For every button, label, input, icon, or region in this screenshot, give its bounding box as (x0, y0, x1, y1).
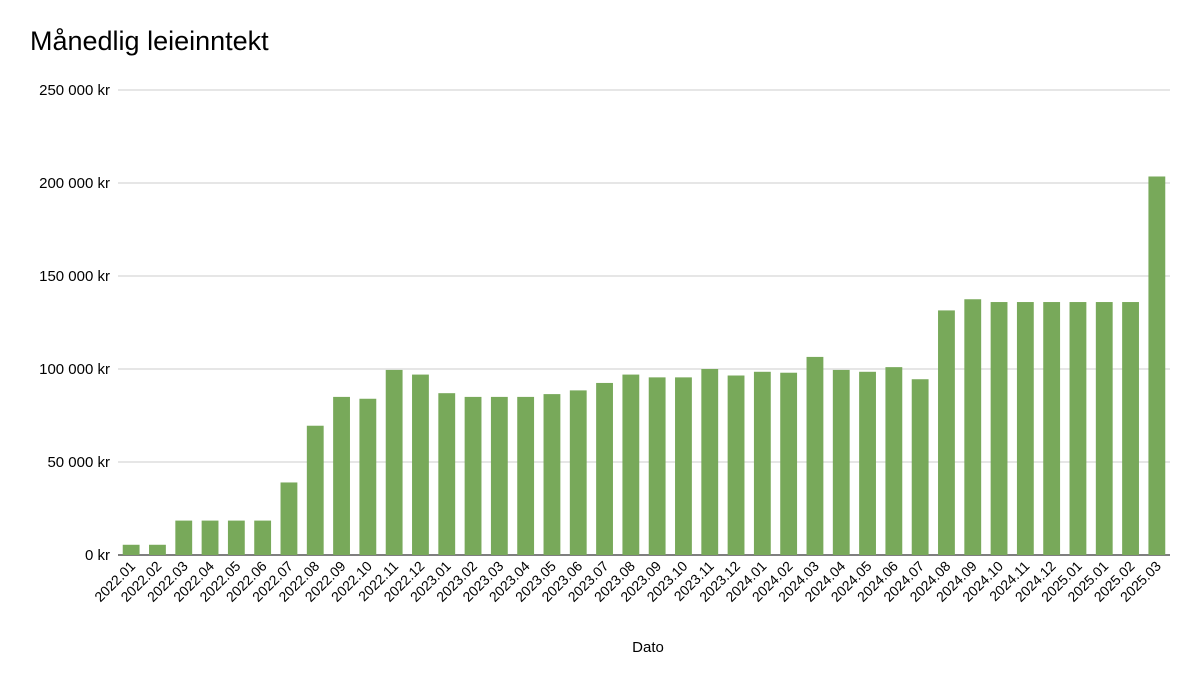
y-tick-label: 150 000 kr (39, 268, 110, 285)
bar (517, 396, 535, 555)
bar (122, 544, 140, 555)
bar (675, 377, 692, 555)
bar (412, 374, 429, 555)
bar (490, 396, 508, 555)
x-axis-label: Dato (632, 639, 664, 656)
bar (832, 369, 850, 555)
bar (859, 371, 876, 555)
bar (701, 369, 719, 555)
gridlines (118, 89, 1170, 556)
bar (254, 520, 272, 555)
bar (990, 302, 1008, 555)
bar (806, 356, 824, 555)
bar (964, 299, 982, 555)
bar (438, 393, 456, 555)
y-tick-label: 250 000 kr (39, 82, 110, 99)
bar (596, 382, 613, 555)
bar (938, 310, 955, 555)
bar (359, 398, 377, 555)
bars (122, 176, 1166, 556)
chart-title: Månedlig leieinntekt (30, 26, 269, 56)
bar (385, 369, 403, 555)
bar (911, 379, 929, 555)
bar (201, 520, 219, 555)
bar (227, 520, 245, 555)
bar (149, 544, 166, 555)
bar (280, 482, 298, 555)
y-tick-label: 100 000 kr (39, 361, 110, 378)
bar (885, 367, 903, 555)
bar (543, 394, 561, 555)
bar (648, 377, 666, 555)
bar (1016, 302, 1034, 555)
bar (1148, 176, 1166, 556)
bar (464, 396, 482, 555)
y-tick-label: 50 000 kr (47, 454, 110, 471)
bar (569, 390, 587, 555)
bar (1122, 302, 1139, 555)
bar (1043, 302, 1061, 555)
bar (727, 375, 745, 555)
bar (306, 425, 324, 555)
y-axis-ticks: 0 kr 50 000 kr 100 000 kr 150 000 kr 200 000… (39, 82, 110, 564)
x-axis-ticks: 2022.012022.022022.032022.042022.052022.… (91, 558, 1164, 605)
y-tick-label: 0 kr (85, 547, 110, 564)
bar (175, 520, 193, 555)
bar (753, 371, 771, 555)
bar (622, 374, 640, 555)
bar (333, 396, 350, 555)
bar (1069, 302, 1087, 555)
y-tick-label: 200 000 kr (39, 175, 110, 192)
bar (780, 372, 798, 555)
bar (1095, 302, 1113, 555)
